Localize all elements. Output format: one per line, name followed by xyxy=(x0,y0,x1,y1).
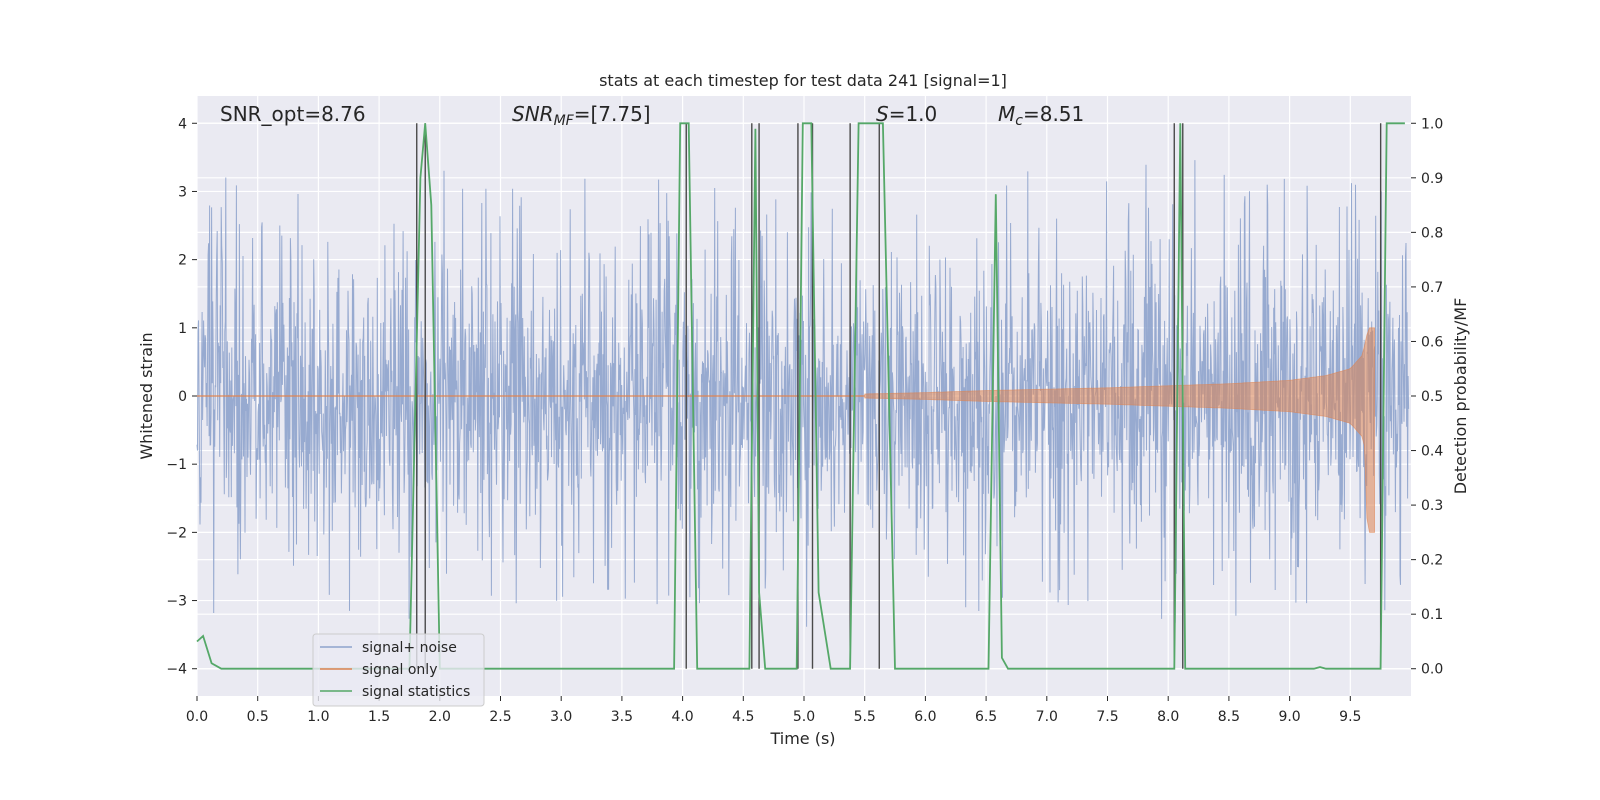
annotation-snr-mf-subscript: MF xyxy=(554,113,575,129)
legend: signal+ noise signal only signal statist… xyxy=(312,633,485,707)
x-tick-label: 9.5 xyxy=(1339,709,1361,725)
annotation-snr-mf-symbol: SNR xyxy=(512,102,554,126)
y-axis-right: 1.0 0.9 0.8 0.7 0.6 0.5 0.4 0.3 0.2 0.1 0.0 xyxy=(1411,116,1443,678)
y2-tick-label: 0.2 xyxy=(1421,553,1443,569)
y-axis-left: 4 3 2 1 0 −1 −2 −3 −4 xyxy=(166,116,197,678)
y2-tick-label: 0.6 xyxy=(1421,334,1443,350)
y2-axis-label: Detection probability/MF xyxy=(1451,298,1470,495)
x-tick-label: 4.5 xyxy=(732,709,754,725)
series-signal-only xyxy=(197,327,1375,533)
y-tick-label: 4 xyxy=(178,116,187,132)
chart-title: stats at each timestep for test data 241… xyxy=(599,71,1007,90)
signal-noise-line xyxy=(196,160,1410,627)
annotation-s-value: =1.0 xyxy=(889,102,938,126)
x-tick-label: 6.5 xyxy=(975,709,997,725)
y-tick-label: 2 xyxy=(178,253,187,269)
y2-tick-label: 1.0 xyxy=(1421,116,1443,132)
y2-tick-label: 0.8 xyxy=(1421,225,1443,241)
signal-only-chirp xyxy=(864,327,1375,533)
annotation-mc: Mc=8.51 xyxy=(998,102,1084,129)
x-tick-label: 1.5 xyxy=(368,709,390,725)
annotation-snr-opt: SNR_opt=8.76 xyxy=(220,102,366,126)
y2-tick-label: 0.3 xyxy=(1421,498,1443,514)
x-tick-label: 5.5 xyxy=(854,709,876,725)
y2-tick-label: 0.5 xyxy=(1421,389,1443,405)
series-signal-noise xyxy=(196,160,1410,627)
y-tick-label: 1 xyxy=(178,321,187,337)
signal-statistics-line xyxy=(196,122,1405,670)
x-tick-label: 6.0 xyxy=(914,709,936,725)
x-tick-label: 7.5 xyxy=(1096,709,1118,725)
x-tick-label: 3.5 xyxy=(611,709,633,725)
y2-tick-label: 0.9 xyxy=(1421,171,1443,187)
y2-tick-label: 0.7 xyxy=(1421,280,1443,296)
legend-box xyxy=(312,633,485,707)
x-tick-label: 8.5 xyxy=(1218,709,1240,725)
x-tick-label: 5.0 xyxy=(793,709,815,725)
x-tick-label: 0.5 xyxy=(247,709,269,725)
annotation-mc-value: =8.51 xyxy=(1023,102,1084,126)
x-axis: 0.0 0.5 1.0 1.5 2.0 2.5 3.0 3.5 4.0 4.5 5.0 5.5 6.0 6… xyxy=(186,696,1361,725)
y-axis-label: Whitened strain xyxy=(137,332,156,459)
x-axis-label: Time (s) xyxy=(769,729,835,748)
y-tick-label: −1 xyxy=(166,457,187,473)
y-tick-label: 0 xyxy=(178,389,187,405)
x-tick-label: 2.0 xyxy=(429,709,451,725)
y-tick-label: −2 xyxy=(166,525,187,541)
annotation-snr-mf: SNRMF=[7.75] xyxy=(512,102,651,129)
x-tick-label: 0.0 xyxy=(186,709,208,725)
legend-label-signal-only: signal only xyxy=(362,662,437,678)
x-tick-label: 8.0 xyxy=(1157,709,1179,725)
annotation-mc-subscript: c xyxy=(1015,113,1023,129)
y-tick-label: 3 xyxy=(178,184,187,200)
series-signal-statistics xyxy=(196,122,1405,670)
x-tick-label: 3.0 xyxy=(550,709,572,725)
legend-label-signal-noise: signal+ noise xyxy=(362,640,457,656)
y2-tick-label: 0.0 xyxy=(1421,662,1443,678)
legend-label-signal-statistics: signal statistics xyxy=(362,684,470,700)
x-tick-label: 9.0 xyxy=(1278,709,1300,725)
x-tick-label: 4.0 xyxy=(671,709,693,725)
x-tick-label: 2.5 xyxy=(489,709,511,725)
x-tick-label: 7.0 xyxy=(1036,709,1058,725)
annotation-s-symbol: S xyxy=(876,102,889,126)
annotation-mc-symbol: M xyxy=(998,102,1015,126)
y-tick-label: −4 xyxy=(166,662,187,678)
x-tick-label: 1.0 xyxy=(307,709,329,725)
annotation-s: S=1.0 xyxy=(876,102,937,126)
annotation-snr-mf-value: =[7.75] xyxy=(574,102,651,126)
y2-tick-label: 0.1 xyxy=(1421,607,1443,623)
y2-tick-label: 0.4 xyxy=(1421,444,1443,460)
y-tick-label: −3 xyxy=(166,594,187,610)
